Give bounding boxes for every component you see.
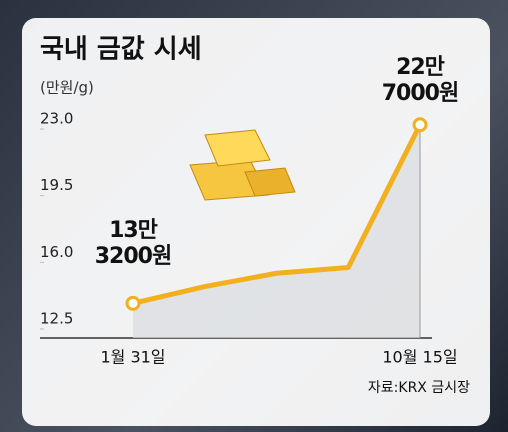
x-tick-label: 10월 15일 <box>382 348 457 367</box>
source: 자료:KRX 금시장 <box>368 380 470 396</box>
point <box>412 117 428 133</box>
line <box>132 123 423 306</box>
gold-bars <box>189 129 296 201</box>
x-tick-label: 1월 31일 <box>100 348 165 367</box>
area <box>133 124 420 338</box>
y-tick-label: 23.0 <box>40 110 73 128</box>
y-axis-label: (만원/g) <box>40 79 94 97</box>
y-tick-label: 16.0 <box>40 243 73 261</box>
y-tick-label: 12.5 <box>40 309 73 327</box>
value-label: 13만 3200원 <box>94 218 172 270</box>
chart-title: 국내 금값 시세 <box>40 35 202 65</box>
point <box>125 295 141 311</box>
y-tick-label: 19.5 <box>40 176 73 194</box>
value-label: 22만 7000원 <box>381 54 459 106</box>
